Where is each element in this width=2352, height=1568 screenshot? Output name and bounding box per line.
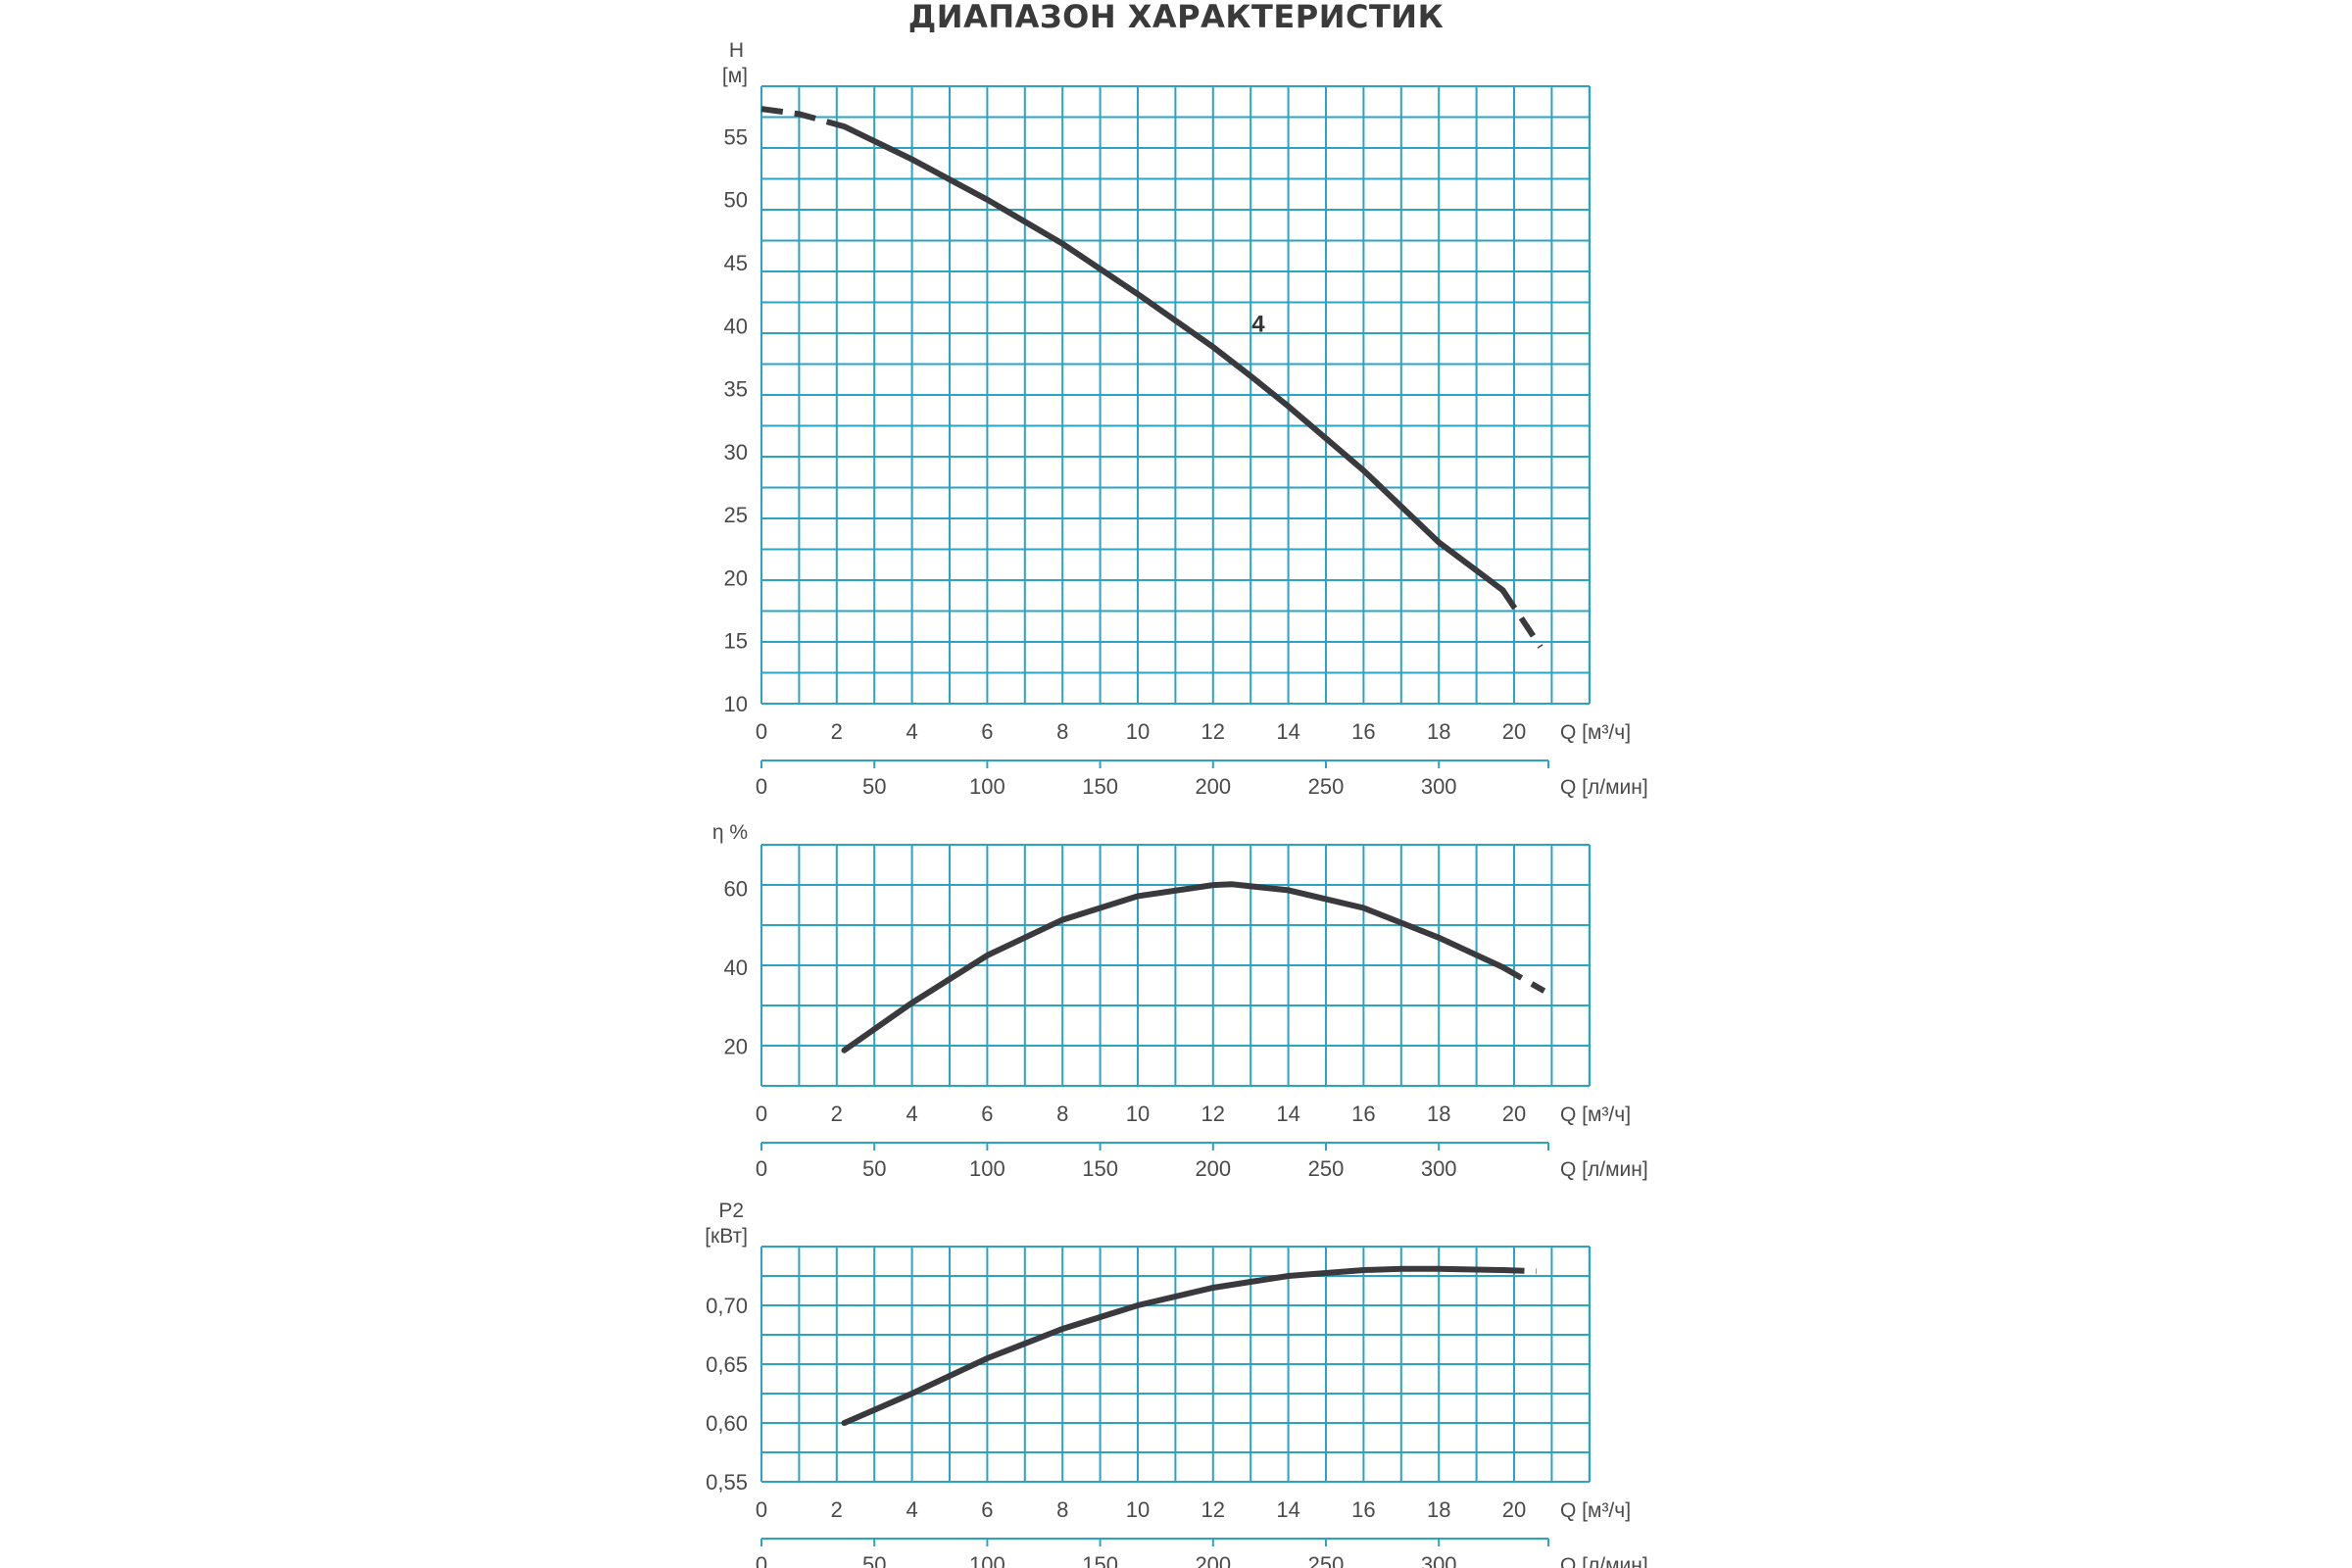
x-tick-label-lmin: 0: [756, 1156, 767, 1181]
x-tick-label-m3h: 12: [1201, 1102, 1225, 1126]
y-tick-label: 50: [724, 188, 748, 213]
x-tick-label-m3h: 12: [1201, 1497, 1225, 1522]
x-tick-label-m3h: 8: [1056, 1102, 1068, 1126]
y-tick-label: 10: [724, 692, 748, 716]
x-tick-label-lmin: 250: [1308, 1156, 1345, 1181]
y-tick-label: 30: [724, 440, 748, 465]
y-tick-label: 0,65: [706, 1352, 748, 1377]
x-tick-label-m3h: 18: [1427, 1497, 1450, 1522]
x-tick-label-m3h: 0: [756, 719, 767, 744]
y-tick-label: 35: [724, 377, 748, 402]
y-tick-label: 0,55: [706, 1470, 748, 1494]
y-tick-label: 0,60: [706, 1411, 748, 1436]
curve-label: 4: [1251, 312, 1265, 338]
x-tick-label-m3h: 6: [981, 719, 993, 744]
y-axis-label: η %: [712, 821, 748, 844]
y-axis-label: H: [729, 39, 744, 62]
x-tick-label-m3h: 18: [1427, 1102, 1450, 1126]
x-tick-label-lmin: 200: [1195, 774, 1231, 799]
curve-extension-right: [1502, 1267, 1538, 1275]
x-tick-label-lmin: 50: [862, 1552, 886, 1568]
y-axis-label: P2: [718, 1200, 744, 1222]
x-tick-label-m3h: 16: [1351, 1102, 1375, 1126]
x-tick-label-lmin: 250: [1308, 1552, 1345, 1568]
x-tick-label-m3h: 14: [1276, 1497, 1299, 1522]
x-tick-label-lmin: 150: [1082, 774, 1118, 799]
x-axis-unit-lmin: Q [л/мин]: [1560, 1554, 1648, 1568]
x-tick-label-m3h: 2: [831, 1497, 843, 1522]
x-tick-label-m3h: 10: [1126, 1497, 1150, 1522]
x-tick-label-lmin: 0: [756, 1552, 767, 1568]
x-tick-label-m3h: 16: [1351, 1497, 1375, 1522]
x-tick-label-m3h: 4: [906, 1497, 917, 1522]
curve-extension-right: [1501, 964, 1546, 994]
y-tick-label: 45: [724, 251, 748, 275]
x-tick-label-m3h: 8: [1056, 1497, 1068, 1522]
y-axis-unit: [кВт]: [705, 1225, 748, 1248]
y-axis-unit: [м]: [722, 65, 748, 87]
x-tick-label-m3h: 16: [1351, 719, 1375, 744]
curve-extension-left: [760, 106, 846, 129]
x-tick-label-lmin: 300: [1421, 1552, 1457, 1568]
y-tick-label: 40: [724, 956, 748, 980]
y-tick-label: 20: [724, 1035, 748, 1059]
x-tick-label-lmin: 100: [969, 1552, 1005, 1568]
x-tick-label-lmin: 200: [1195, 1552, 1231, 1568]
x-axis-unit-lmin: Q [л/мин]: [1560, 1158, 1648, 1181]
x-tick-label-m3h: 18: [1427, 719, 1450, 744]
x-tick-label-lmin: 0: [756, 774, 767, 799]
y-tick-label: 0,70: [706, 1294, 748, 1318]
y-tick-label: 15: [724, 629, 748, 654]
performance-curve: [841, 881, 1506, 1054]
x-tick-label-m3h: 20: [1502, 719, 1526, 744]
x-tick-label-m3h: 14: [1276, 719, 1299, 744]
x-tick-label-lmin: 100: [969, 1156, 1005, 1181]
x-tick-label-lmin: 100: [969, 774, 1005, 799]
x-tick-label-m3h: 2: [831, 719, 843, 744]
x-tick-label-lmin: 50: [862, 774, 886, 799]
x-tick-label-m3h: 12: [1201, 719, 1225, 744]
x-tick-label-m3h: 2: [831, 1102, 843, 1126]
x-tick-label-m3h: 4: [906, 1102, 917, 1126]
x-tick-label-m3h: 6: [981, 1102, 993, 1126]
x-tick-label-m3h: 10: [1126, 1102, 1150, 1126]
performance-curve: [841, 1265, 1506, 1426]
x-tick-label-m3h: 0: [756, 1497, 767, 1522]
x-axis-unit-m3h: Q [м³/ч]: [1560, 721, 1631, 744]
x-tick-label-lmin: 150: [1082, 1552, 1118, 1568]
x-tick-label-m3h: 6: [981, 1497, 993, 1522]
x-tick-label-m3h: 20: [1502, 1102, 1526, 1126]
x-tick-label-m3h: 10: [1126, 719, 1150, 744]
x-tick-label-m3h: 20: [1502, 1497, 1526, 1522]
x-tick-label-m3h: 14: [1276, 1102, 1299, 1126]
y-tick-label: 25: [724, 503, 748, 527]
x-tick-label-m3h: 4: [906, 719, 917, 744]
x-axis-unit-m3h: Q [м³/ч]: [1560, 1499, 1631, 1522]
x-axis-unit-lmin: Q [л/мин]: [1560, 776, 1648, 799]
y-tick-label: 55: [724, 124, 748, 149]
chart-title: ДИАПАЗОН ХАРАКТЕРИСТИК: [907, 0, 1445, 35]
x-tick-label-lmin: 250: [1308, 774, 1345, 799]
x-tick-label-lmin: 300: [1421, 774, 1457, 799]
x-tick-label-m3h: 8: [1056, 719, 1068, 744]
curve-extension-right: [1500, 588, 1544, 649]
x-axis-unit-m3h: Q [м³/ч]: [1560, 1103, 1631, 1126]
x-tick-label-lmin: 300: [1421, 1156, 1457, 1181]
x-tick-label-lmin: 200: [1195, 1156, 1231, 1181]
y-tick-label: 20: [724, 565, 748, 590]
x-tick-label-lmin: 50: [862, 1156, 886, 1181]
performance-curve: [841, 123, 1506, 594]
x-tick-label-lmin: 150: [1082, 1156, 1118, 1181]
y-tick-label: 60: [724, 876, 748, 901]
x-tick-label-m3h: 0: [756, 1102, 767, 1126]
y-tick-label: 40: [724, 314, 748, 338]
